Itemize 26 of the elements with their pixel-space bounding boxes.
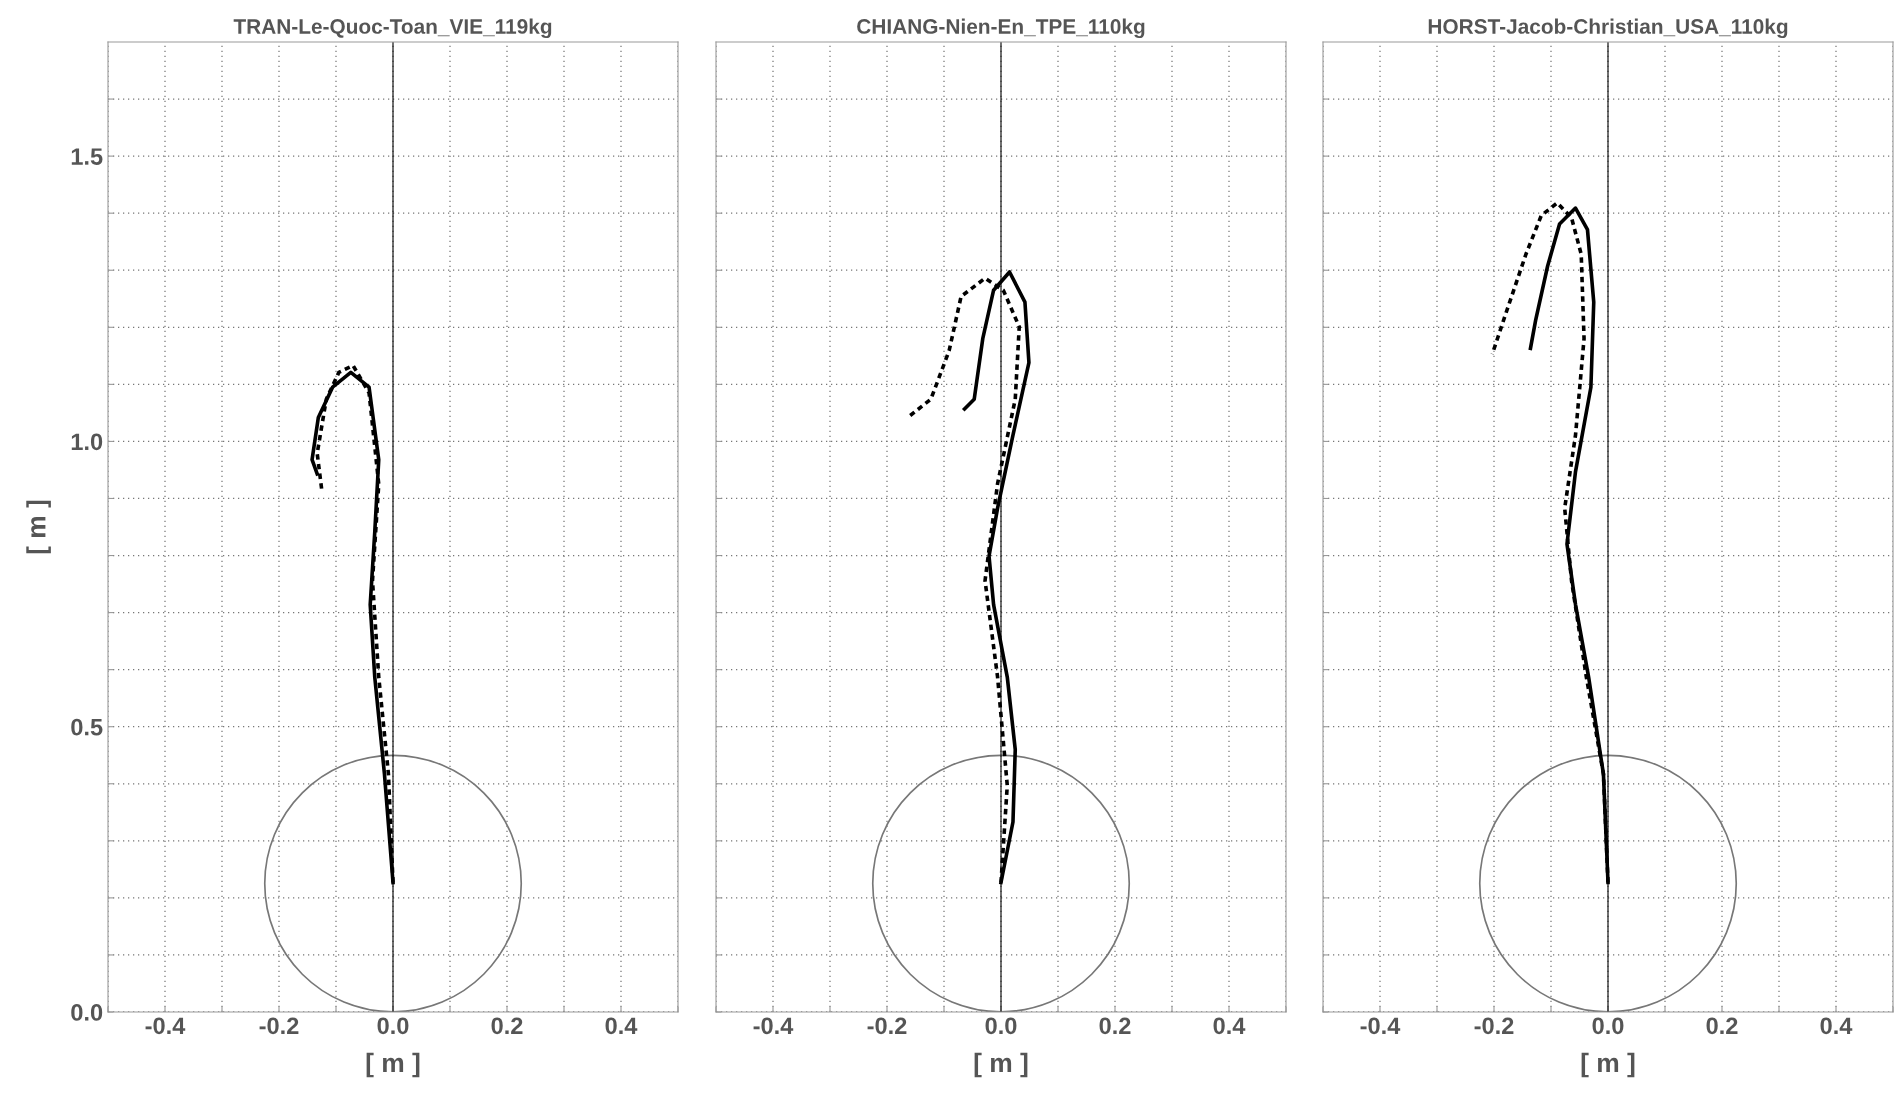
x-tick-label: -0.2 <box>1474 1017 1514 1035</box>
y-tick-label: 0.5 <box>71 718 103 736</box>
x-tick-label: -0.4 <box>145 1017 186 1035</box>
x-axis-title: [ m ] <box>974 1052 1028 1078</box>
y-tick-label: 0.0 <box>71 1004 103 1021</box>
y-axis-title: [ m ] <box>26 500 51 554</box>
x-tick-label: 0.0 <box>377 1017 409 1035</box>
x-tick-label: 0.2 <box>1099 1017 1131 1035</box>
chart-title: CHIANG-Nien-En_TPE_110kg <box>857 18 1145 39</box>
x-tick-label: 0.0 <box>1592 1017 1624 1035</box>
chart-title: TRAN-Le-Quoc-Toan_VIE_119kg <box>233 18 552 39</box>
chart-title: HORST-Jacob-Christian_USA_110kg <box>1428 18 1788 39</box>
y-tick-label: 1.0 <box>71 433 103 451</box>
x-tick-label: -0.2 <box>259 1017 299 1035</box>
x-tick-label: -0.2 <box>867 1017 907 1035</box>
x-tick-label: 0.4 <box>605 1017 638 1035</box>
x-tick-label: -0.4 <box>753 1017 794 1035</box>
x-tick-label: 0.2 <box>491 1017 523 1035</box>
x-tick-label: -0.4 <box>1360 1017 1401 1035</box>
x-tick-label: 0.0 <box>985 1017 1017 1035</box>
x-tick-label: 0.2 <box>1706 1017 1738 1035</box>
x-tick-label: 0.4 <box>1820 1017 1853 1035</box>
x-axis-title: [ m ] <box>1581 1052 1635 1078</box>
y-tick-label: 1.5 <box>71 148 103 165</box>
x-axis-title: [ m ] <box>366 1052 420 1078</box>
x-tick-label: 0.4 <box>1213 1017 1246 1035</box>
